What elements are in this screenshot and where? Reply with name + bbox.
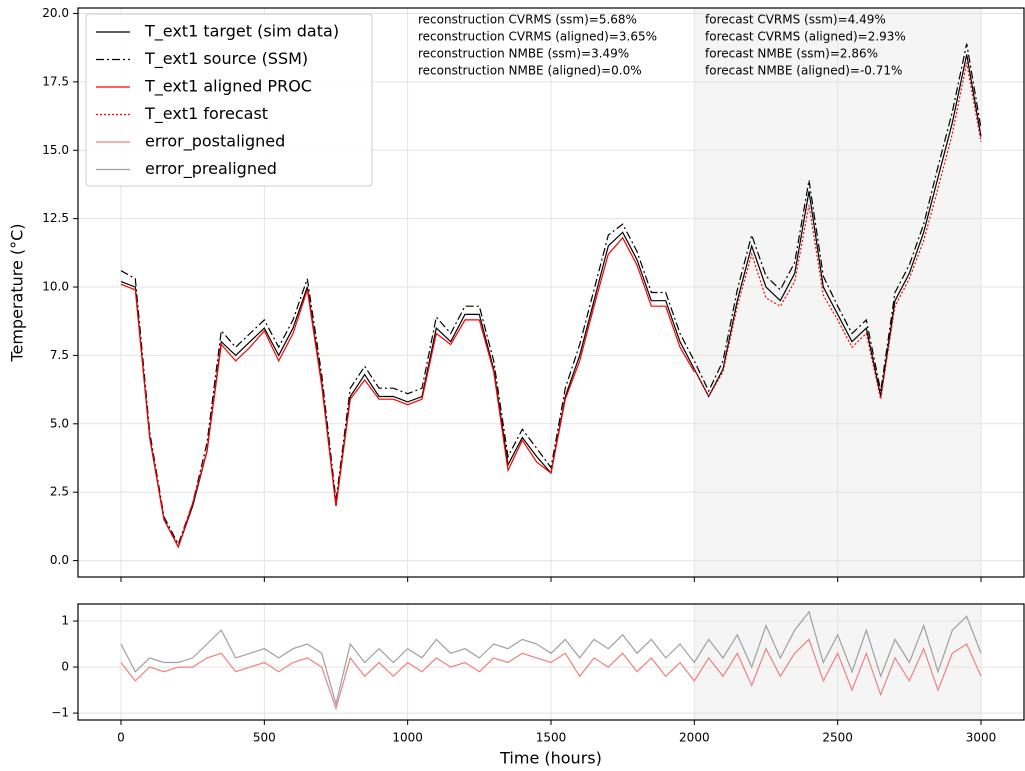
axes-frame [77,603,1025,721]
x-tick-label: 2000 [679,731,710,745]
y-tick-label: 10.0 [42,280,69,294]
y-tick-label: 17.5 [42,74,69,88]
legend-box [85,13,373,187]
annotation: forecast NMBE (aligned)=-0.71% [705,64,902,78]
y-tick-label: 20.0 [42,6,69,20]
x-tick-label: 0 [117,731,125,745]
y-tick-label: 0.0 [50,553,69,567]
y-tick-label: 15.0 [42,143,69,157]
y-tick-label: 12.5 [42,211,69,225]
series-line [120,236,695,549]
legend-label: error_prealigned [145,159,277,179]
series-line [693,62,982,400]
y-axis-label: Temperature (°C) [8,223,27,362]
y-tick-label: 7.5 [50,348,69,362]
annotation: forecast NMBE (ssm)=2.86% [705,47,878,61]
x-tick-label: 3000 [966,731,997,745]
axes-frame [77,7,1025,578]
annotation: reconstruction CVRMS (aligned)=3.65% [418,30,657,44]
annotation: forecast CVRMS (aligned)=2.93% [705,30,906,44]
series-line [120,638,982,711]
legend-label: T_ext1 source (SSM) [144,49,308,69]
y-tick-label: −1 [51,706,69,720]
annotation: reconstruction NMBE (ssm)=3.49% [418,47,629,61]
annotation: forecast CVRMS (ssm)=4.49% [705,13,886,27]
y-tick-label: 1 [61,614,69,628]
legend-label: T_ext1 target (sim data) [144,22,339,42]
legend-label: error_postaligned [145,132,285,152]
x-axis-label: Time (hours) [499,749,602,768]
x-tick-label: 500 [253,731,276,745]
y-tick-label: 5.0 [50,416,69,430]
annotation: reconstruction NMBE (aligned)=0.0% [418,64,642,78]
y-tick-label: 2.5 [50,485,69,499]
x-tick-label: 1000 [392,731,423,745]
series-line [120,610,982,707]
legend: T_ext1 target (sim data) T_ext1 source (S… [85,13,373,187]
x-tick-label: 2500 [822,731,853,745]
annotation: reconstruction CVRMS (ssm)=5.68% [418,13,637,27]
legend-label: T_ext1 aligned PROC [144,77,312,97]
y-tick-label: 0 [61,660,69,674]
legend-label: T_ext1 forecast [144,104,268,124]
x-tick-label: 1500 [536,731,567,745]
series-line [120,43,982,546]
